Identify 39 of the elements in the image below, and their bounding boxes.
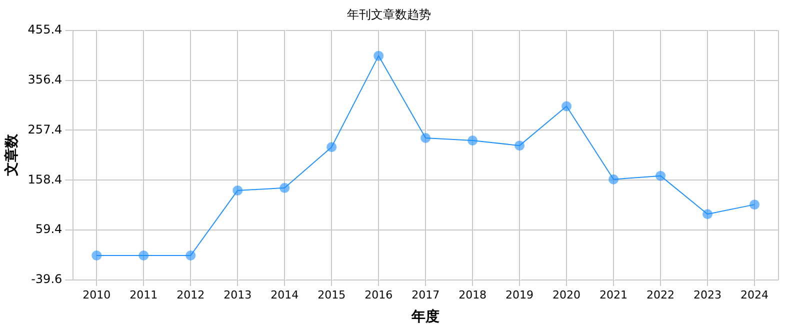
x-tick-label: 2022: [646, 288, 675, 302]
point: [468, 136, 478, 146]
x-tick-label: 2013: [224, 288, 252, 302]
point: [562, 101, 572, 112]
x-tick-label: 2017: [412, 288, 440, 302]
x-tick-label: 2012: [176, 288, 205, 302]
point: [608, 174, 619, 184]
point: [420, 133, 431, 144]
point: [280, 182, 290, 193]
x-tick-label: 2020: [552, 288, 581, 302]
point: [702, 209, 713, 220]
point: [656, 170, 666, 181]
y-tick-label: 257.4: [28, 122, 62, 136]
y-tick-label: 158.4: [28, 172, 62, 186]
x-tick-label: 2011: [130, 288, 158, 302]
point: [232, 185, 243, 196]
x-axis-title: 年度: [410, 308, 440, 326]
y-axis-title: 文章数: [3, 133, 20, 178]
y-tick-label: 59.4: [35, 222, 62, 236]
point: [750, 200, 760, 210]
point: [92, 250, 102, 260]
y-tick-label: 356.4: [28, 72, 62, 86]
x-tick-label: 2015: [318, 288, 346, 302]
point: [326, 142, 337, 152]
y-tick-label: -39.6: [31, 272, 62, 286]
point: [138, 250, 149, 260]
x-tick-label: 2018: [458, 288, 487, 302]
x-tick-label: 2010: [82, 288, 111, 302]
point: [186, 250, 196, 260]
x-tick-label: 2021: [600, 288, 628, 302]
x-tick-label: 2019: [506, 288, 534, 302]
x-tick-label: 2016: [364, 288, 393, 302]
point: [374, 50, 384, 61]
x-tick-label: 2014: [270, 288, 299, 302]
chart-title: 年刊文章数趋势: [347, 7, 431, 22]
x-tick-label: 2023: [694, 288, 722, 302]
y-tick-label: 455.4: [28, 22, 62, 37]
point: [514, 140, 525, 151]
x-tick-label: 2024: [740, 288, 769, 302]
